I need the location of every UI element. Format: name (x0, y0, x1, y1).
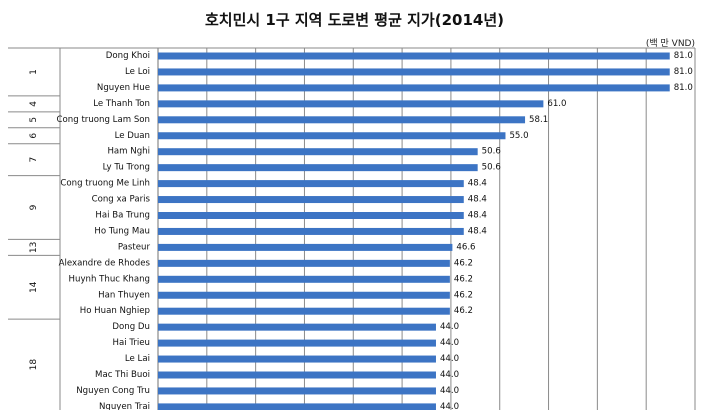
bar (158, 339, 436, 347)
value-label: 48.4 (468, 211, 487, 221)
bar (158, 68, 670, 76)
bar (158, 196, 464, 204)
value-label: 61.0 (547, 99, 566, 109)
bar (158, 387, 436, 395)
category-label: Le Duan (115, 131, 150, 141)
value-label: 44.0 (440, 338, 459, 348)
value-label: 44.0 (440, 354, 459, 364)
category-label: Mac Thi Buoi (95, 370, 150, 380)
group-label: 1 (29, 69, 39, 75)
category-label: Le Loi (125, 67, 150, 77)
bar (158, 243, 453, 251)
category-label: Le Lai (125, 354, 150, 364)
bar (158, 116, 526, 124)
value-label: 44.0 (440, 386, 459, 396)
bar (158, 100, 544, 108)
bar (158, 148, 478, 156)
unit-label: (백 만 VND) (645, 39, 695, 49)
category-label: Nguyen Hue (97, 83, 150, 93)
group-label: 4 (29, 101, 39, 107)
bar (158, 180, 464, 188)
group-label: 5 (29, 117, 39, 123)
category-label: Cong truong Lam Son (57, 115, 150, 125)
value-label: 46.2 (454, 274, 473, 284)
value-label: 46.2 (454, 306, 473, 316)
category-label: Ly Tu Trong (103, 163, 150, 173)
category-label: Dong Khoi (106, 51, 150, 61)
value-label: 50.6 (482, 163, 501, 173)
value-label: 81.0 (674, 67, 693, 77)
category-label: Huynh Thuc Khang (69, 274, 150, 284)
group-label: 7 (29, 157, 39, 163)
group-label: 9 (29, 204, 39, 210)
bar (158, 403, 436, 410)
category-label: Cong truong Me Linh (60, 179, 150, 189)
category-label: Alexandre de Rhodes (59, 258, 151, 268)
value-label: 81.0 (674, 83, 693, 93)
bar (158, 323, 436, 331)
category-label: Hai Trieu (113, 338, 151, 348)
group-label: 13 (29, 242, 39, 253)
category-label: Nguyen Cong Tru (76, 386, 150, 396)
group-label: 6 (29, 133, 39, 139)
bar (158, 291, 450, 299)
group-label: 18 (29, 359, 39, 371)
value-label: 81.0 (674, 51, 693, 61)
bar (158, 227, 464, 235)
bar (158, 132, 506, 140)
bar (158, 84, 670, 92)
category-label: Ho Huan Nghiep (80, 306, 150, 316)
bar (158, 371, 436, 379)
bar (158, 355, 436, 363)
category-label: Pasteur (118, 242, 151, 252)
value-label: 58.1 (529, 115, 548, 125)
value-label: 44.0 (440, 402, 459, 410)
value-labels: 81.0 81.0 81.0 61.0 58.155.0 50.6 50.6 48.4 48.4… (440, 51, 693, 410)
category-label: Hai Ba Trung (95, 211, 150, 221)
value-label: 50.6 (482, 147, 501, 157)
category-label: Dong Du (112, 322, 150, 332)
category-label: Cong xa Paris (92, 195, 151, 205)
bar (158, 259, 450, 267)
value-label: 46.6 (456, 242, 475, 252)
value-label: 55.0 (509, 131, 528, 141)
category-label: Le Thanh Ton (93, 99, 150, 109)
value-label: 46.2 (454, 258, 473, 268)
group-label: 14 (29, 281, 39, 293)
category-label: Nguyen Trai (99, 402, 150, 410)
value-label: 48.4 (468, 179, 487, 189)
category-label: Ho Tung Mau (94, 226, 150, 236)
bar (158, 307, 450, 315)
bars (158, 52, 670, 410)
chart-title: 호치민시 1구 지역 도로변 평균 지가(2014년) (204, 11, 504, 29)
value-label: 46.2 (454, 290, 473, 300)
bar (158, 164, 478, 172)
bar (158, 52, 670, 60)
value-label: 44.0 (440, 322, 459, 332)
category-labels: Dong Khoi Le Loi Nguyen Hue Le Thanh Ton Con… (57, 51, 151, 410)
bar (158, 212, 464, 219)
category-label: Han Thuyen (98, 290, 150, 300)
category-label: Ham Nghi (107, 147, 150, 157)
value-label: 44.0 (440, 370, 459, 380)
value-label: 48.4 (468, 226, 487, 236)
bar (158, 275, 450, 283)
value-label: 48.4 (468, 195, 487, 205)
